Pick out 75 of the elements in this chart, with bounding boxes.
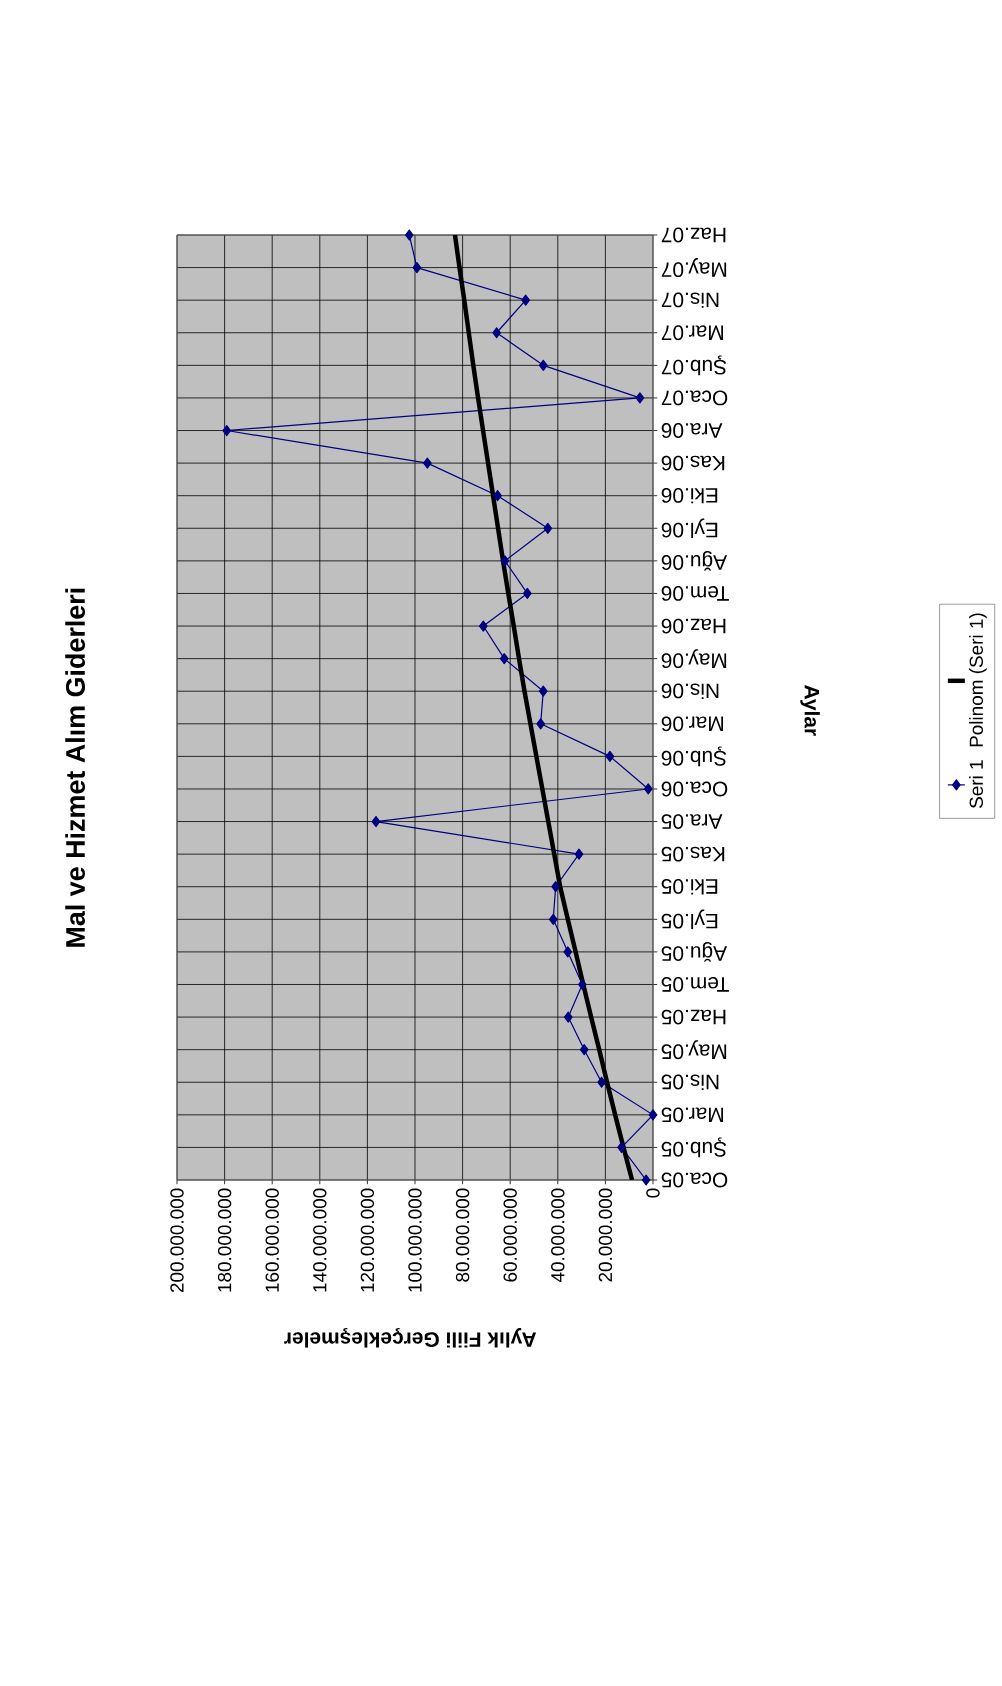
point xyxy=(536,718,546,730)
point xyxy=(577,978,587,991)
y-tick-label: Ara.06 xyxy=(661,423,723,438)
y-tick-label: Mar.05 xyxy=(661,1107,724,1123)
point xyxy=(404,229,414,241)
y-tick-label: Tem.06 xyxy=(661,586,729,601)
legend-label: Seri 1 xyxy=(969,760,983,808)
point xyxy=(521,294,531,306)
y-tick-label: Ağu.06 xyxy=(661,550,728,571)
x-tick-label: 20.000.000 xyxy=(598,1188,613,1282)
point xyxy=(492,327,501,339)
y-tick-label: Haz.05 xyxy=(661,1009,726,1025)
y-tick-label: Oca.07 xyxy=(661,390,728,406)
y-tick-label: Şub.07 xyxy=(661,355,727,376)
y-tick-label: Kas.06 xyxy=(661,455,725,471)
point xyxy=(579,1044,589,1056)
x-tick-label: 160.000.000 xyxy=(265,1188,279,1292)
point xyxy=(500,555,510,567)
point xyxy=(551,881,561,893)
point xyxy=(538,359,548,371)
point xyxy=(597,1076,606,1088)
x-tick-label: 180.000.000 xyxy=(217,1188,232,1292)
point xyxy=(493,490,502,502)
y-tick-label: Nis.06 xyxy=(661,683,719,699)
x-tick-label: 0 xyxy=(646,1188,660,1198)
point xyxy=(371,815,381,828)
y-tick-label: May.05 xyxy=(661,1040,727,1060)
y-tick-label: Eyl.05 xyxy=(661,909,718,930)
legend-label: Polinom (Seri 1) xyxy=(969,613,987,747)
y-tick-label: Eki.05 xyxy=(661,879,718,895)
point xyxy=(478,620,488,632)
point xyxy=(522,587,532,600)
x-tick-label: 100.000.000 xyxy=(408,1188,422,1292)
x-tick-label: 60.000.000 xyxy=(503,1188,517,1282)
y-tick-label: Nis.05 xyxy=(661,1074,719,1090)
point xyxy=(423,457,432,469)
y-axis-title: Aylar xyxy=(800,685,820,736)
y-tick-label: Şub.06 xyxy=(661,746,727,767)
y-tick-label: Eyl.06 xyxy=(661,518,718,539)
point xyxy=(538,685,548,697)
y-tick-label: Şub.05 xyxy=(661,1137,727,1158)
y-tick-label: Nis.07 xyxy=(661,292,719,308)
y-tick-label: Oca.06 xyxy=(661,781,728,797)
y-tick-label: May.06 xyxy=(661,649,727,669)
y-tick-label: Kas.05 xyxy=(661,846,725,862)
y-tick-label: Oca.05 xyxy=(661,1172,728,1188)
y-tick-label: Haz.07 xyxy=(661,227,726,243)
x-tick-label: 200.000.000 xyxy=(170,1188,184,1293)
text: Mal ve Hizmet Alım Giderleri xyxy=(65,588,86,947)
y-tick-label: Mar.07 xyxy=(661,325,724,341)
y-tick-label: Tem.05 xyxy=(661,977,729,992)
point xyxy=(643,783,653,795)
point xyxy=(563,946,573,958)
x-axis-title: Aylık Fiili Gerçekleşmeler xyxy=(284,1328,537,1348)
point xyxy=(605,750,615,762)
point xyxy=(648,1109,658,1121)
point xyxy=(635,392,645,404)
point xyxy=(548,913,558,925)
y-tick-label: Ara.05 xyxy=(661,814,723,829)
x-tick-label: 80.000.000 xyxy=(455,1188,470,1282)
y-tick-label: Mar.06 xyxy=(661,716,724,732)
point xyxy=(574,848,584,860)
y-tick-label: Haz.06 xyxy=(661,618,726,634)
point xyxy=(641,1174,651,1186)
point xyxy=(543,522,553,534)
y-tick-label: Eki.06 xyxy=(661,488,718,504)
x-tick-label: 40.000.000 xyxy=(551,1188,565,1283)
y-tick-label: Ağu.05 xyxy=(661,942,728,962)
x-tick-label: 120.000.000 xyxy=(360,1188,375,1292)
point xyxy=(499,653,509,665)
point xyxy=(563,1011,573,1023)
point xyxy=(222,424,232,437)
point xyxy=(412,261,422,274)
y-tick-label: May.07 xyxy=(661,258,727,278)
x-tick-label: 140.000.000 xyxy=(313,1188,327,1292)
